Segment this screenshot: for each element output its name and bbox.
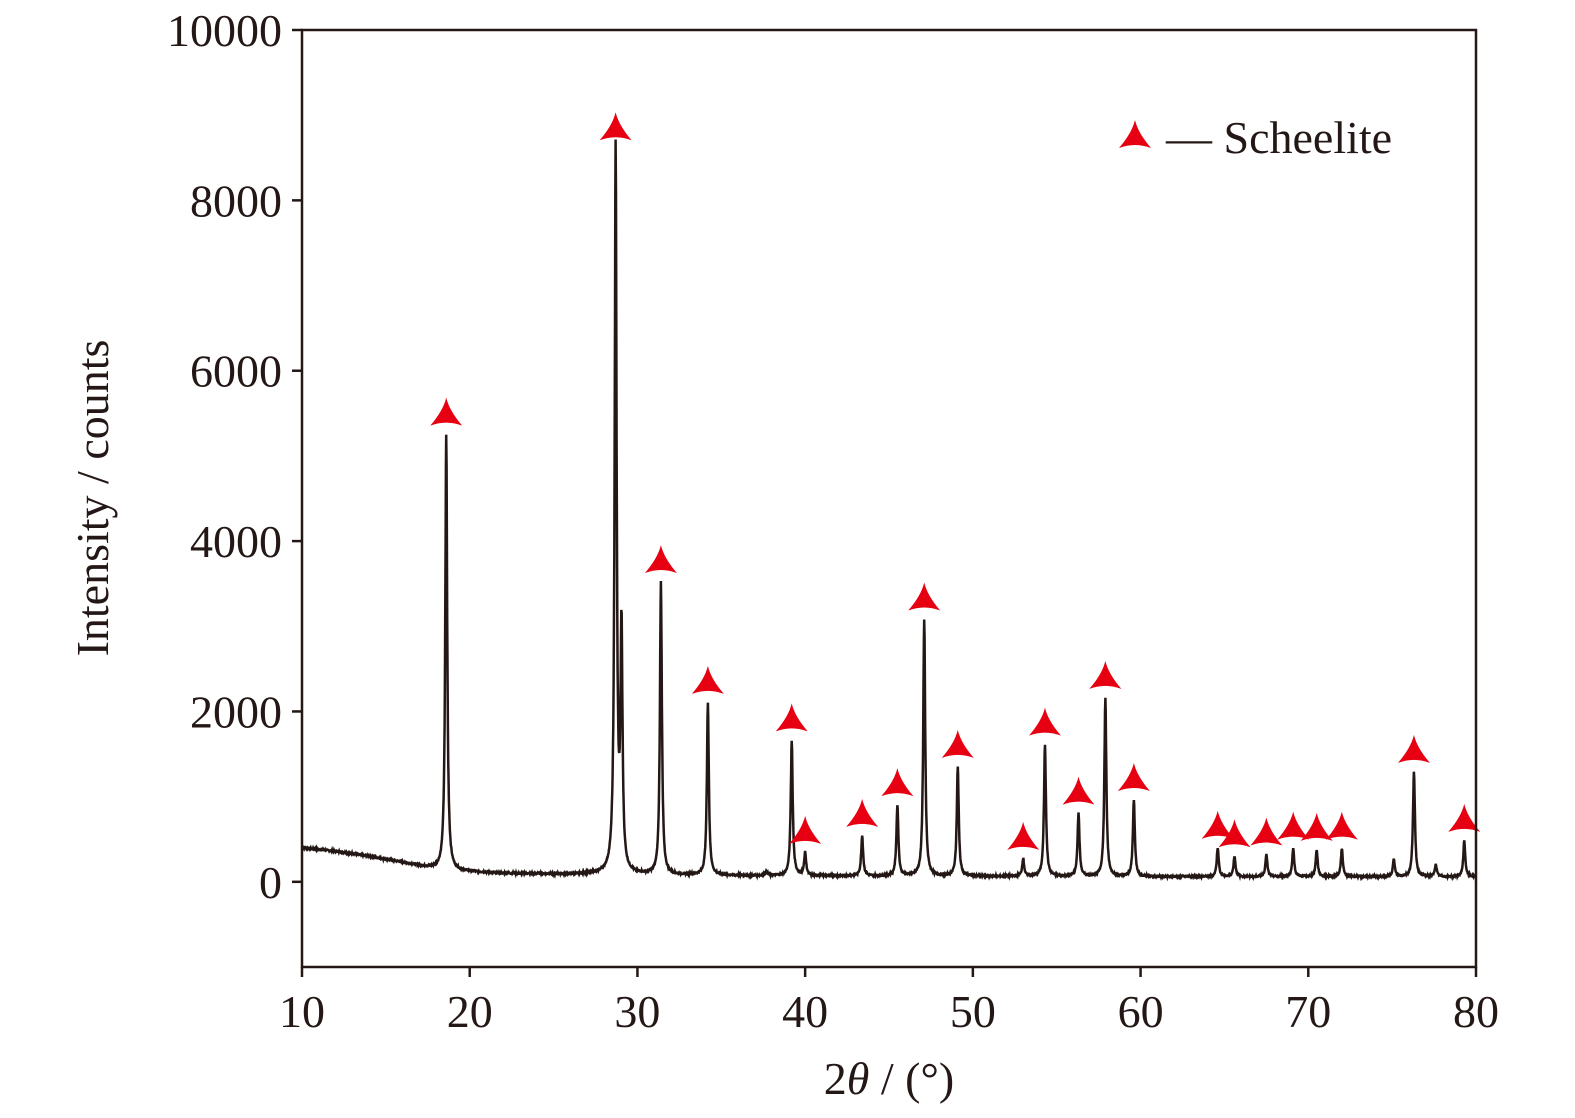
x-label-symbol: θ xyxy=(847,1053,870,1104)
scheelite-peak-marker xyxy=(1277,811,1310,840)
scheelite-peak-marker xyxy=(1028,707,1061,736)
scheelite-peak-marker xyxy=(430,397,463,426)
scheelite-peak-marker xyxy=(1007,821,1040,850)
y-tick-label: 4000 xyxy=(190,516,282,567)
scheelite-peak-marker xyxy=(775,703,808,732)
scheelite-peak-marker xyxy=(1250,817,1283,846)
y-tick-label: 8000 xyxy=(190,175,282,226)
scheelite-peak-marker xyxy=(644,544,677,573)
scheelite-peak-marker xyxy=(1397,734,1430,763)
legend: — Scheelite xyxy=(1119,112,1392,163)
scheelite-peak-marker xyxy=(599,112,632,141)
scheelite-peak-marker xyxy=(1325,811,1358,840)
y-axis-label: Intensity / counts xyxy=(67,340,118,657)
scheelite-peak-marker xyxy=(691,665,724,694)
x-tick-label: 10 xyxy=(279,986,325,1037)
scheelite-peak-marker xyxy=(908,582,941,611)
scheelite-peak-marker xyxy=(1062,776,1095,805)
scheelite-peak-marker xyxy=(1300,812,1333,841)
scheelite-peak-marker xyxy=(1089,660,1122,689)
x-tick-label: 30 xyxy=(614,986,660,1037)
y-tick-label: 2000 xyxy=(190,686,282,737)
x-tick-label: 40 xyxy=(782,986,828,1037)
scheelite-peak-marker xyxy=(1117,763,1150,792)
scheelite-peak-marker xyxy=(846,798,879,827)
scheelite-peak-marker xyxy=(941,729,974,758)
y-tick-label: 6000 xyxy=(190,346,282,397)
x-axis-label: 2θ / (°) xyxy=(824,1053,954,1104)
y-tick-label: 10000 xyxy=(167,5,282,56)
scheelite-peak-marker xyxy=(1448,803,1481,832)
xrd-pattern-line xyxy=(301,139,1477,882)
scheelite-peak-marker xyxy=(1201,810,1234,839)
x-tick-label: 20 xyxy=(447,986,493,1037)
plot-frame xyxy=(300,28,1478,969)
scheelite-peak-marker xyxy=(881,768,914,797)
legend-marker xyxy=(1119,120,1151,148)
legend-label: — Scheelite xyxy=(1165,112,1392,163)
x-tick-label: 50 xyxy=(950,986,996,1037)
y-tick-label: 0 xyxy=(259,857,282,908)
x-tick-label: 70 xyxy=(1285,986,1331,1037)
scheelite-peak-marker xyxy=(1218,819,1251,848)
x-tick-label: 80 xyxy=(1453,986,1499,1037)
x-label-prefix: 2 xyxy=(824,1053,847,1104)
x-label-suffix: / (°) xyxy=(869,1053,954,1104)
x-tick-label: 60 xyxy=(1118,986,1164,1037)
scheelite-peak-marker xyxy=(789,815,822,844)
